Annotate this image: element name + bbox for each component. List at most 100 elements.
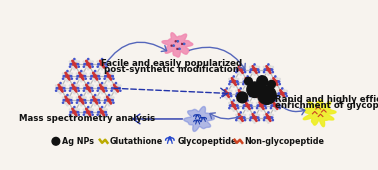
Circle shape bbox=[245, 90, 246, 92]
Circle shape bbox=[247, 76, 248, 77]
Circle shape bbox=[89, 114, 91, 116]
Circle shape bbox=[64, 85, 65, 86]
Circle shape bbox=[242, 90, 243, 91]
Circle shape bbox=[231, 102, 233, 103]
Circle shape bbox=[65, 96, 67, 98]
Circle shape bbox=[266, 90, 268, 91]
Circle shape bbox=[93, 98, 97, 102]
Circle shape bbox=[258, 90, 260, 92]
Circle shape bbox=[62, 90, 63, 92]
Circle shape bbox=[232, 103, 236, 108]
Circle shape bbox=[268, 112, 269, 113]
Circle shape bbox=[107, 72, 108, 74]
Circle shape bbox=[69, 85, 71, 86]
Circle shape bbox=[250, 117, 252, 118]
Circle shape bbox=[113, 84, 115, 86]
Circle shape bbox=[108, 95, 110, 96]
Circle shape bbox=[258, 71, 260, 73]
Circle shape bbox=[104, 102, 105, 103]
Circle shape bbox=[238, 90, 240, 91]
Circle shape bbox=[70, 99, 72, 101]
Circle shape bbox=[275, 86, 276, 87]
Circle shape bbox=[106, 114, 107, 115]
Circle shape bbox=[245, 103, 250, 108]
Circle shape bbox=[83, 90, 84, 91]
Circle shape bbox=[90, 73, 91, 74]
Circle shape bbox=[75, 114, 77, 116]
Circle shape bbox=[96, 102, 98, 104]
Circle shape bbox=[74, 82, 75, 84]
Circle shape bbox=[97, 90, 98, 91]
Circle shape bbox=[245, 71, 246, 73]
Circle shape bbox=[85, 114, 87, 116]
Circle shape bbox=[249, 84, 250, 86]
Circle shape bbox=[263, 96, 265, 97]
Circle shape bbox=[119, 87, 120, 89]
Circle shape bbox=[177, 41, 178, 42]
Circle shape bbox=[252, 114, 254, 115]
Circle shape bbox=[86, 86, 90, 90]
Circle shape bbox=[69, 66, 71, 67]
Circle shape bbox=[224, 90, 226, 91]
Circle shape bbox=[93, 78, 94, 80]
Circle shape bbox=[228, 90, 229, 91]
Circle shape bbox=[243, 93, 245, 94]
Circle shape bbox=[60, 93, 61, 94]
Circle shape bbox=[278, 105, 280, 106]
Circle shape bbox=[78, 90, 79, 91]
Circle shape bbox=[249, 96, 251, 97]
Circle shape bbox=[74, 58, 75, 60]
Circle shape bbox=[75, 66, 77, 68]
Circle shape bbox=[231, 108, 233, 109]
Circle shape bbox=[113, 90, 115, 92]
Circle shape bbox=[76, 73, 77, 74]
Circle shape bbox=[113, 78, 114, 79]
Circle shape bbox=[79, 72, 81, 74]
Circle shape bbox=[89, 60, 91, 62]
Circle shape bbox=[243, 102, 244, 104]
Circle shape bbox=[238, 72, 240, 73]
Circle shape bbox=[111, 85, 112, 86]
Circle shape bbox=[257, 105, 259, 106]
Circle shape bbox=[235, 96, 237, 97]
Circle shape bbox=[285, 93, 287, 94]
Circle shape bbox=[72, 62, 76, 66]
Circle shape bbox=[268, 98, 269, 99]
Circle shape bbox=[249, 78, 250, 79]
Circle shape bbox=[107, 98, 111, 102]
Circle shape bbox=[58, 84, 60, 86]
Circle shape bbox=[91, 63, 93, 65]
Circle shape bbox=[67, 70, 68, 72]
Circle shape bbox=[277, 96, 279, 97]
Circle shape bbox=[272, 71, 273, 73]
Circle shape bbox=[81, 70, 82, 72]
Circle shape bbox=[245, 102, 247, 103]
Circle shape bbox=[173, 45, 174, 46]
Circle shape bbox=[272, 114, 273, 116]
Circle shape bbox=[99, 114, 101, 116]
Circle shape bbox=[266, 72, 268, 73]
Circle shape bbox=[69, 61, 71, 62]
Circle shape bbox=[58, 90, 60, 92]
Circle shape bbox=[235, 71, 237, 73]
Circle shape bbox=[251, 83, 253, 85]
Circle shape bbox=[92, 109, 93, 110]
Circle shape bbox=[65, 74, 70, 78]
Circle shape bbox=[92, 85, 93, 86]
Circle shape bbox=[245, 84, 247, 86]
Circle shape bbox=[245, 66, 246, 68]
Circle shape bbox=[99, 90, 101, 92]
Circle shape bbox=[242, 96, 243, 97]
Circle shape bbox=[115, 93, 116, 94]
Circle shape bbox=[256, 102, 258, 104]
Circle shape bbox=[256, 120, 257, 122]
Circle shape bbox=[272, 66, 273, 68]
Circle shape bbox=[235, 84, 236, 86]
Circle shape bbox=[242, 114, 243, 115]
Circle shape bbox=[96, 96, 98, 98]
Circle shape bbox=[276, 108, 278, 109]
Circle shape bbox=[266, 115, 271, 120]
Circle shape bbox=[256, 78, 258, 80]
Circle shape bbox=[84, 111, 85, 113]
Circle shape bbox=[81, 95, 82, 96]
